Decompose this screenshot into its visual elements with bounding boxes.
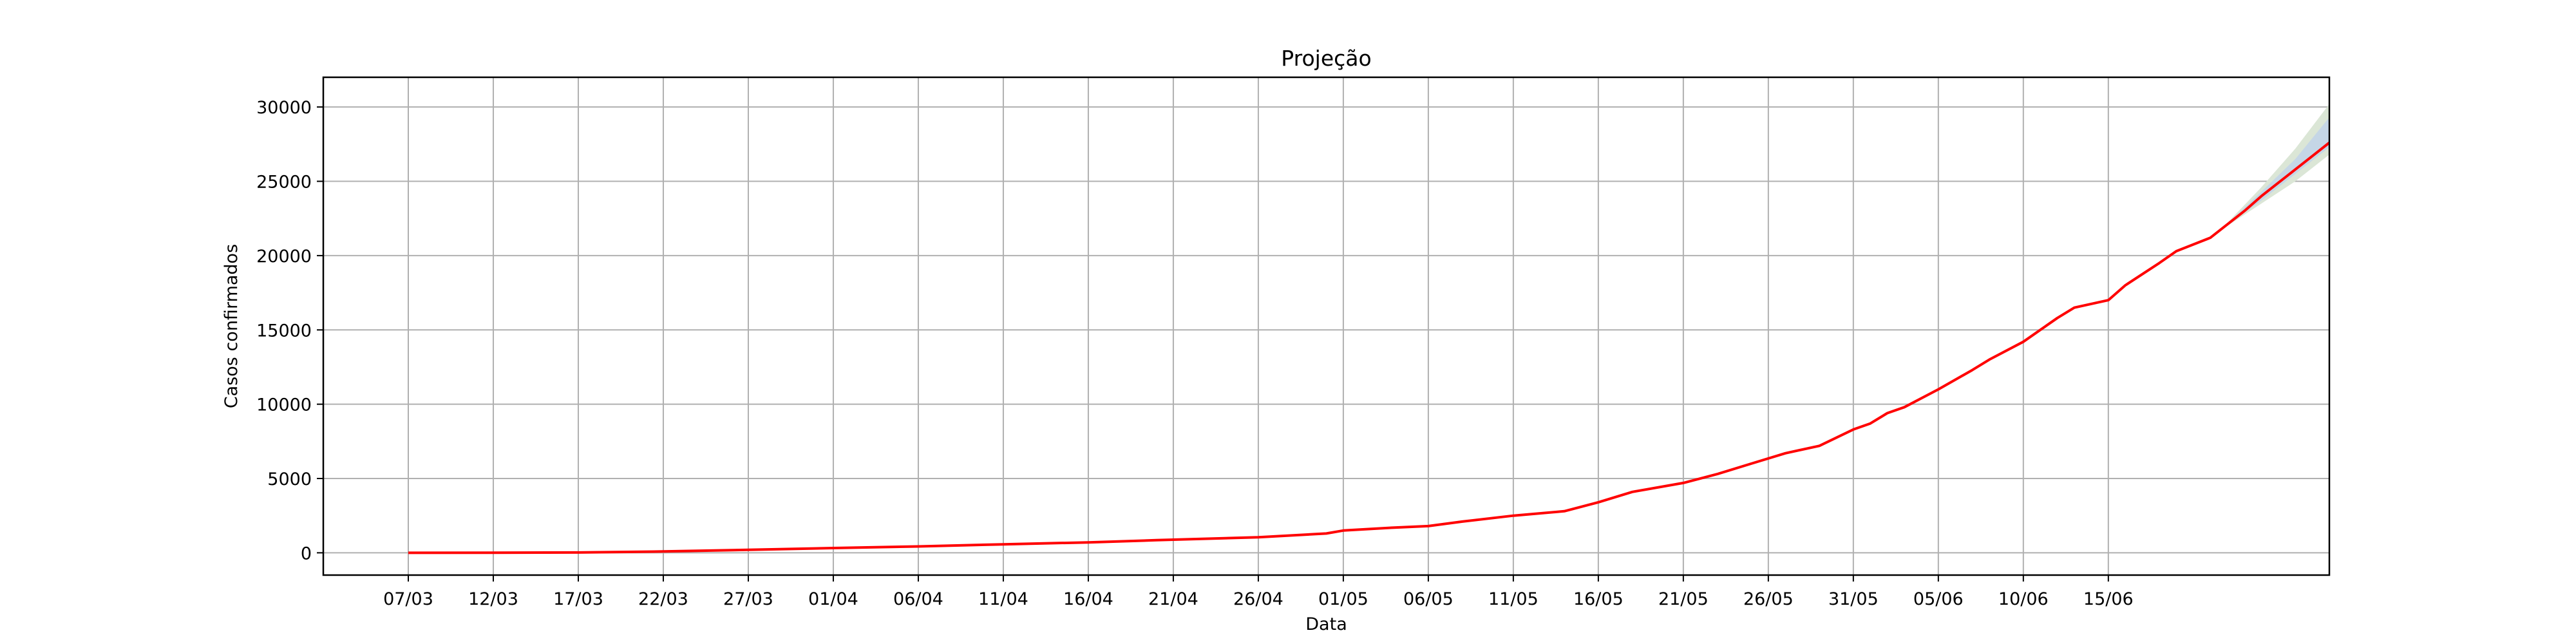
projection-band — [2227, 104, 2329, 226]
y-tick-label: 15000 — [256, 321, 312, 341]
x-tick-label: 26/05 — [1743, 589, 1794, 609]
x-axis-ticks: 07/03 12/03 17/03 22/03 27/03 01/04 06/04 11/04… — [383, 575, 2134, 609]
y-tick-label: 5000 — [267, 469, 312, 489]
x-tick-label: 22/03 — [638, 589, 688, 609]
y-tick-label: 25000 — [256, 173, 312, 193]
x-tick-label: 11/05 — [1488, 589, 1539, 609]
y-tick-label: 30000 — [256, 98, 312, 118]
x-tick-label: 01/04 — [808, 589, 858, 609]
projection-band-inner — [2227, 117, 2329, 225]
series-lines — [408, 141, 2331, 554]
y-tick-label: 10000 — [256, 395, 312, 415]
x-tick-label: 12/03 — [468, 589, 518, 609]
x-tick-label: 26/04 — [1233, 589, 1283, 609]
x-tick-label: 06/04 — [893, 589, 943, 609]
y-tick-label: 0 — [301, 544, 312, 564]
y-axis-ticks: 0 5000 10000 15000 20000 25000 30000 — [256, 98, 323, 564]
projection-band-outer — [2227, 104, 2329, 226]
x-axis-title: Data — [1305, 614, 1347, 634]
x-tick-label: 16/04 — [1063, 589, 1113, 609]
x-tick-label: 11/04 — [978, 589, 1028, 609]
grid-lines — [323, 77, 2329, 575]
chart-title: Projeção — [1281, 46, 1371, 71]
confirmed-cases-line — [408, 141, 2331, 554]
x-tick-label: 01/05 — [1318, 589, 1368, 609]
x-tick-label: 21/04 — [1148, 589, 1198, 609]
x-tick-label: 15/06 — [2083, 589, 2134, 609]
x-tick-label: 05/06 — [1913, 589, 1964, 609]
x-tick-label: 17/03 — [553, 589, 603, 609]
plot-frame — [322, 76, 2331, 576]
y-tick-label: 20000 — [256, 247, 312, 267]
x-tick-label: 31/05 — [1828, 589, 1879, 609]
x-tick-label: 10/06 — [1998, 589, 2049, 609]
x-tick-label: 07/03 — [383, 589, 433, 609]
y-axis-title: Casos confirmados — [222, 244, 242, 408]
x-tick-label: 21/05 — [1658, 589, 1709, 609]
x-tick-label: 06/05 — [1403, 589, 1454, 609]
x-tick-label: 16/05 — [1573, 589, 1624, 609]
x-tick-label: 27/03 — [723, 589, 773, 609]
